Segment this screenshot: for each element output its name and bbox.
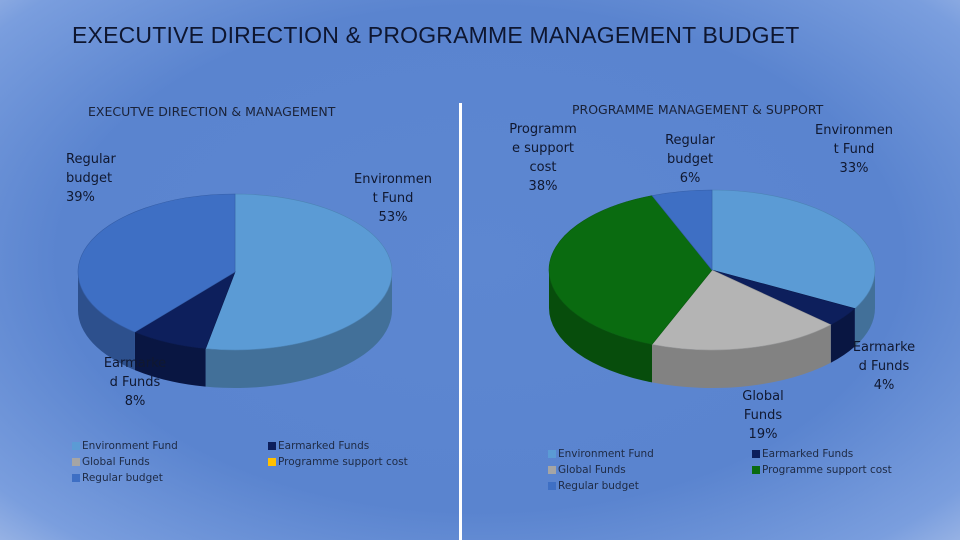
pie-side-environment-fund bbox=[854, 270, 875, 347]
legend-item-earmarked-funds-2: Earmarked Funds bbox=[752, 448, 853, 460]
data-label-regular-budget-2: Regular budget 6% bbox=[665, 133, 715, 186]
data-label-earmarked-funds: Earmarke d Funds 8% bbox=[103, 356, 167, 409]
legend-item-regular-budget: Regular budget bbox=[72, 472, 163, 484]
legend-item-global-funds-2: Global Funds bbox=[548, 464, 626, 476]
legend-item-programme-support-cost: Programme support cost bbox=[268, 456, 408, 468]
legend-item-earmarked-funds: Earmarked Funds bbox=[268, 440, 369, 452]
legend-swatch bbox=[752, 466, 760, 474]
pie-slice-environment-fund bbox=[711, 189, 876, 309]
pie-side-global-funds bbox=[651, 324, 831, 388]
pie-slice-regular-budget bbox=[77, 193, 236, 333]
legend-swatch bbox=[72, 442, 80, 450]
pie-slice-environment-fund bbox=[205, 193, 393, 351]
legend-swatch bbox=[268, 458, 276, 466]
pie-side-regular-budget bbox=[78, 272, 135, 371]
pie-side-earmarked-funds bbox=[134, 332, 206, 387]
legend-swatch bbox=[548, 450, 556, 458]
pie-side-earmarked-funds bbox=[830, 308, 855, 363]
pie-slice-regular-budget bbox=[651, 189, 713, 271]
legend-swatch bbox=[268, 442, 276, 450]
legend-item-regular-budget-2: Regular budget bbox=[548, 480, 639, 492]
pie-slice-programme-support-cost bbox=[548, 195, 713, 345]
chart-title-programme: PROGRAMME MANAGEMENT & SUPPORT bbox=[572, 102, 824, 117]
legend-swatch bbox=[548, 482, 556, 490]
pie-chart-1 bbox=[77, 193, 393, 388]
legend-swatch bbox=[72, 458, 80, 466]
data-label-environment-fund: Environmen t Fund 53% bbox=[354, 172, 432, 225]
data-label-environment-fund-2: Environmen t Fund 33% bbox=[815, 123, 893, 176]
data-label-regular-budget: Regular budget 39% bbox=[66, 152, 116, 205]
legend-swatch bbox=[548, 466, 556, 474]
pie-side-environment-fund bbox=[205, 272, 392, 388]
legend-item-environment-fund-2: Environment Fund bbox=[548, 448, 654, 460]
pie-side-programme-support-cost bbox=[549, 270, 652, 383]
page-title: EXECUTIVE DIRECTION & PROGRAMME MANAGEME… bbox=[72, 22, 800, 48]
data-label-programme-support-cost: Programm e support cost 38% bbox=[509, 122, 577, 194]
chart-title-executive: EXECUTVE DIRECTION & MANAGEMENT bbox=[88, 104, 336, 119]
panel-divider bbox=[459, 103, 462, 540]
pie-chart-2 bbox=[548, 189, 876, 388]
legend-item-global-funds: Global Funds bbox=[72, 456, 150, 468]
pie-slice-global-funds bbox=[651, 269, 832, 351]
data-label-earmarked-funds-2: Earmarke d Funds 4% bbox=[852, 340, 916, 393]
legend-item-programme-support-cost-2: Programme support cost bbox=[752, 464, 892, 476]
legend-swatch bbox=[72, 474, 80, 482]
legend-item-environment-fund: Environment Fund bbox=[72, 440, 178, 452]
legend-swatch bbox=[752, 450, 760, 458]
data-label-global-funds: Global Funds 19% bbox=[742, 389, 784, 442]
